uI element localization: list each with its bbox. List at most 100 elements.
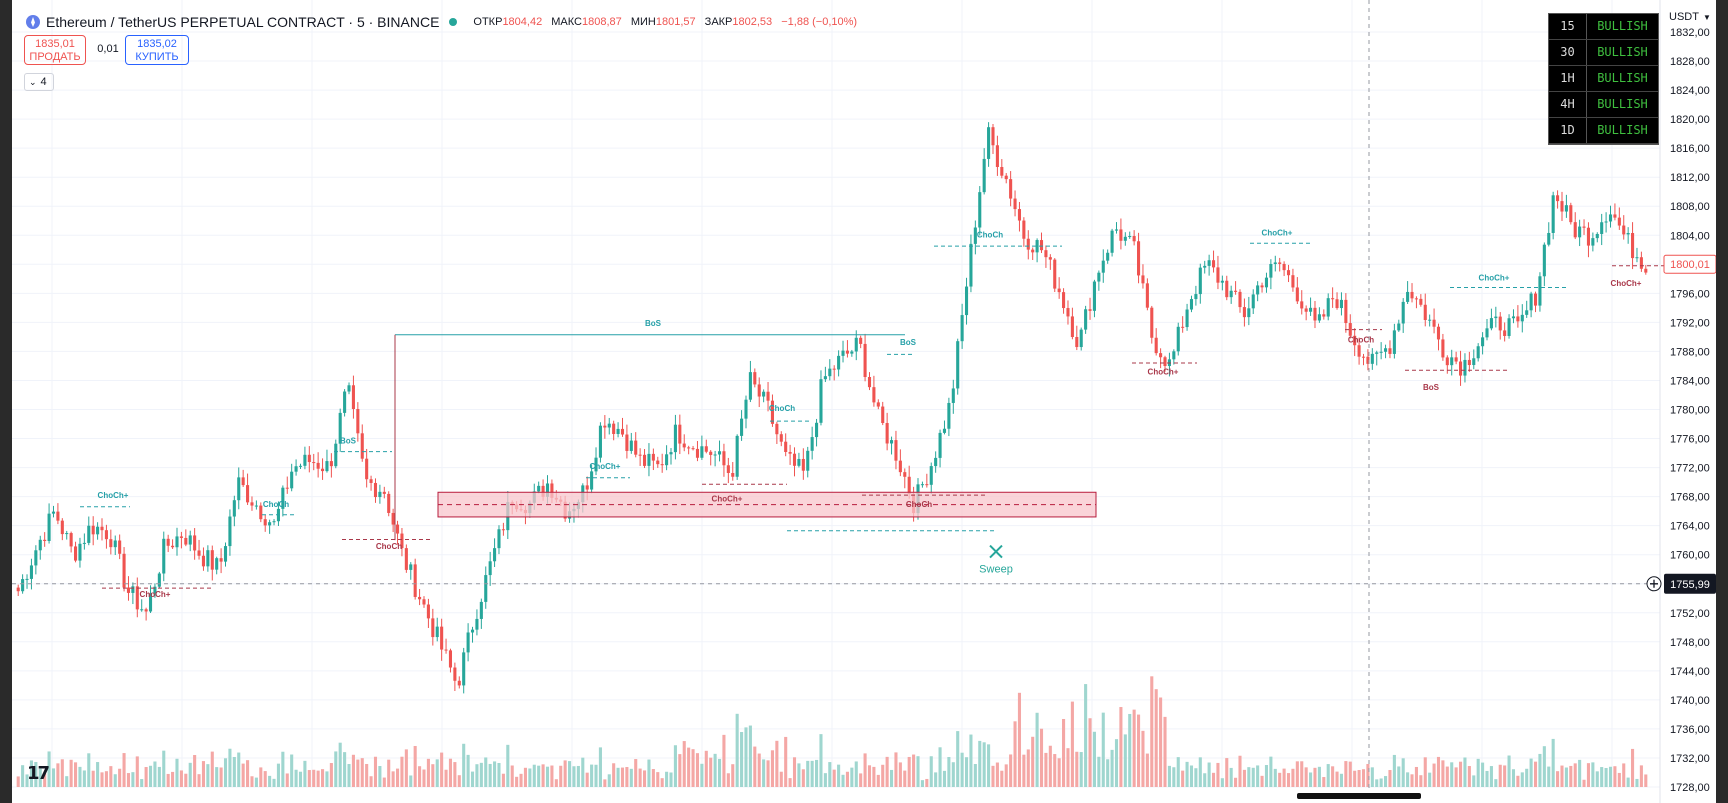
candle-body [1088, 309, 1092, 311]
candle-body [1145, 283, 1149, 308]
volume-bar [60, 759, 64, 787]
volume-bar [669, 772, 673, 787]
structure-label: ChoCh+ [1262, 228, 1293, 237]
volume-bar [1481, 762, 1485, 787]
symbol-title[interactable]: Ethereum / TetherUS PERPETUAL CONTRACT ·… [46, 14, 440, 30]
volume-bar [1264, 765, 1269, 787]
volume-bar [365, 763, 369, 787]
volume-bar [1176, 757, 1180, 787]
volume-bar [96, 762, 100, 787]
volume-bar [735, 713, 739, 787]
volume-bar [1335, 771, 1339, 787]
candle-body [1529, 293, 1533, 311]
candle-body [1436, 326, 1441, 340]
volume-bar [1542, 746, 1546, 787]
candle-body [1101, 260, 1105, 273]
chart-panel[interactable]: 1832,00 1828,00 1824,00 1820,00 1816,00 1812,… [12, 0, 1716, 803]
y-tick-label: 1788,00 [1670, 346, 1710, 358]
volume-bar [184, 773, 188, 787]
volume-bar [1150, 676, 1154, 787]
volume-bar [532, 764, 536, 787]
volume-bar [1339, 773, 1343, 787]
candle-body [841, 350, 845, 356]
volume-bar [16, 776, 20, 787]
candle-body [1322, 314, 1326, 317]
spread-value: 0,01 [97, 43, 119, 55]
candle-body [1092, 281, 1096, 311]
volume-bar [294, 769, 298, 787]
volume-bar [378, 766, 382, 787]
candle-body [440, 626, 444, 650]
candle-body [34, 550, 38, 566]
candle-body [1132, 236, 1136, 242]
volume-bar [1185, 761, 1189, 787]
volume-bar [1198, 757, 1202, 787]
volume-bar [276, 763, 280, 787]
price-chart-svg[interactable]: 1832,00 1828,00 1824,00 1820,00 1816,00 1812,… [12, 0, 1716, 803]
volume-bar [1445, 766, 1449, 787]
volume-bar [726, 773, 730, 787]
volume-bar [528, 768, 532, 787]
candle-body [338, 412, 342, 444]
volume-bar [590, 764, 594, 787]
buy-button[interactable]: 1835,02 КУПИТЬ [125, 35, 189, 65]
volume-bar [572, 766, 576, 787]
volume-bar [1595, 771, 1599, 787]
y-tick-label: 1752,00 [1670, 608, 1710, 620]
candle-body [1631, 233, 1635, 259]
structure-label: ChoCh+ [1611, 279, 1642, 288]
volume-bar [651, 769, 655, 787]
volume-bar [700, 763, 704, 787]
candle-body [682, 443, 686, 448]
candle-body [1264, 277, 1269, 288]
candle-body [122, 553, 126, 588]
candle-body [1569, 205, 1573, 223]
tradingview-logo-icon[interactable]: 17 [27, 763, 50, 784]
volume-bar [784, 736, 788, 787]
candle-body [166, 538, 170, 546]
volume-bar [801, 769, 805, 787]
volume-bar [1291, 768, 1295, 787]
volume-bar [391, 771, 395, 787]
sell-button[interactable]: 1835,01 ПРОДАТЬ [24, 35, 86, 65]
volume-bar [56, 763, 60, 787]
volume-bar [515, 776, 519, 787]
volume-bar [1181, 770, 1185, 787]
volume-bar [1331, 766, 1335, 787]
volume-bar [281, 751, 285, 787]
candle-body [1370, 353, 1374, 364]
candle-body [356, 409, 360, 434]
y-tick-label: 1816,00 [1670, 143, 1710, 155]
candle-body [1551, 195, 1555, 233]
candle-body [448, 650, 453, 668]
candle-body [1458, 361, 1463, 376]
candle-body [801, 458, 805, 471]
currency-selector[interactable]: USDT ▼ [1669, 11, 1711, 23]
volume-bar [687, 747, 691, 787]
indicators-toggle[interactable]: ⌄ 4 [24, 73, 54, 91]
candle-body [453, 667, 457, 681]
time-scrollbar[interactable] [1297, 793, 1421, 799]
candle-body [175, 536, 179, 548]
candle-body [1128, 236, 1132, 238]
volume-bar [153, 761, 157, 787]
candle-body [1234, 290, 1238, 292]
volume-bar [770, 750, 774, 787]
candle-body [1295, 287, 1299, 302]
volume-bar [1428, 772, 1432, 787]
candle-body [1031, 249, 1035, 253]
volume-bar [1057, 758, 1061, 787]
candle-body [1441, 339, 1445, 358]
volume-bar [347, 764, 351, 787]
volume-bar [1004, 764, 1008, 787]
volume-bar [1608, 766, 1613, 787]
candle-body [735, 435, 739, 477]
candle-body [1053, 259, 1057, 289]
volume-bar [753, 746, 757, 787]
candle-body [1520, 314, 1524, 322]
candle-body [1114, 229, 1119, 231]
candle-body [303, 454, 307, 466]
trend-row: 1H BULLISH [1549, 66, 1658, 92]
candle-body [603, 425, 607, 428]
candle-body [1017, 209, 1022, 221]
